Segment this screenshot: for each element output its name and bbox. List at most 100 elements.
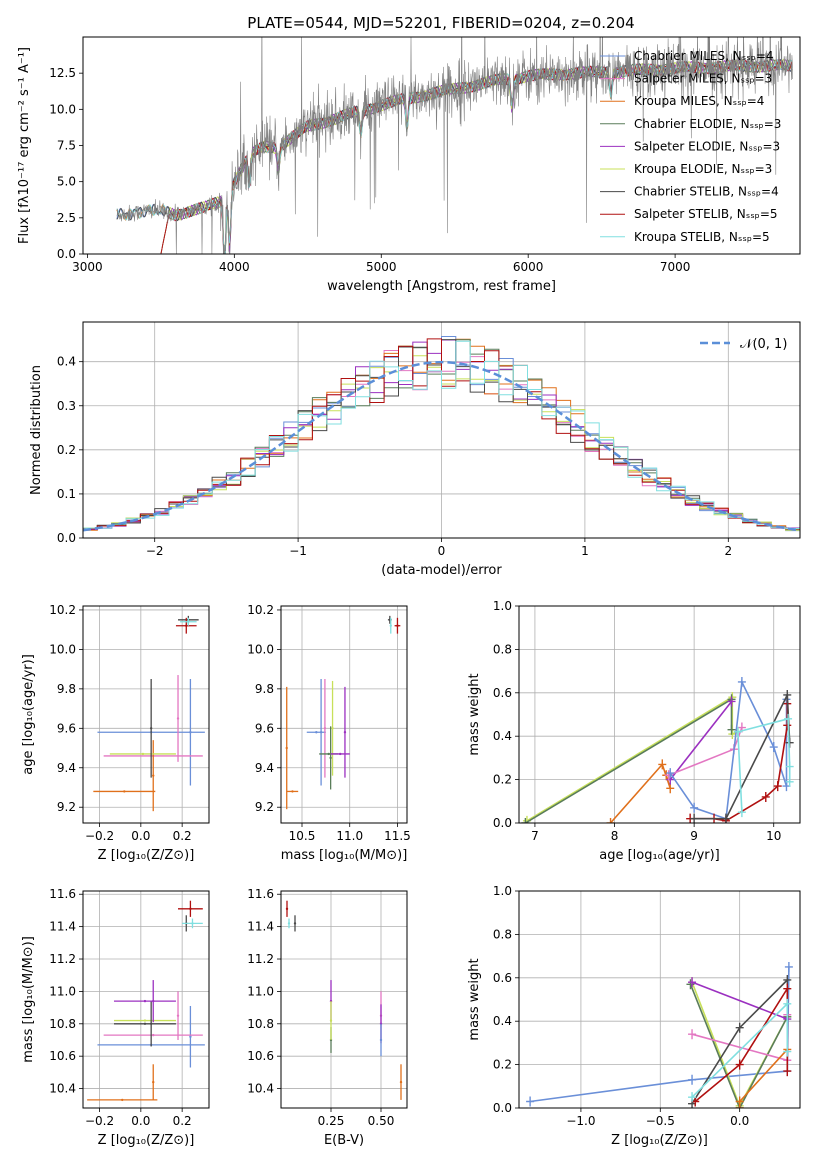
figure-title: PLATE=0544, MJD=52201, FIBERID=0204, z=0… (247, 14, 634, 32)
residuals-xtick-label: 2 (724, 544, 732, 558)
series-line (609, 762, 671, 823)
massweight_vs_age-xtick-label: 7 (531, 829, 539, 843)
spectrum-panel: 3000 4000 5000 6000 7000 0.0 2.5 5.0 7.5 10.0 12.5… (17, 36, 801, 294)
data-point-marker (737, 807, 746, 818)
massweight_vs_Z-ytick-label: 1.0 (493, 884, 512, 898)
data-point (396, 624, 399, 627)
data-point (189, 1035, 192, 1038)
age_vs_mass-panel: 10.5 11.0 11.5 9.2 9.4 9.6 9.8 10.0 10.2 mass [lo… (247, 603, 411, 863)
mass_vs_ebv-xtick-label: 0.25 (318, 1114, 345, 1128)
residuals-xtick-label: −1 (289, 544, 307, 558)
residuals-xlabel: (data-model)/error (381, 563, 502, 578)
age_vs_Z-ytick-label: 9.2 (57, 800, 76, 814)
gaussian-curve (83, 360, 800, 532)
spectrum-legend: Chabrier MILES, Nₛₛₚ=4 Salpeter MILES, Nₛ… (600, 49, 781, 244)
data-point (123, 790, 126, 793)
data-point-marker (761, 791, 770, 802)
data-point (189, 731, 192, 734)
spectrum-xtick-label: 6000 (513, 260, 544, 274)
massweight_vs_Z-ytick-label: 0.4 (493, 1014, 512, 1028)
data-point (329, 1019, 333, 1022)
data-point-marker (735, 1096, 744, 1107)
residuals-plot-area (83, 336, 800, 532)
data-point-marker (733, 726, 742, 737)
mass_vs_Z-ytick-label: 11.0 (49, 984, 76, 998)
age_vs_mass-xtick-label: 11.0 (336, 829, 363, 843)
data-point-marker (773, 781, 782, 792)
massweight_vs_age-panel: 7 8 9 10 0.0 0.2 0.4 0.6 0.8 1.0 age [log₁₀(age/yr… (467, 599, 801, 863)
mass_vs_Z-ytick-label: 11.6 (49, 887, 76, 901)
age_vs_Z-ytick-label: 9.8 (57, 682, 76, 696)
residuals-ylabel: Normed distribution (29, 365, 44, 495)
residuals-ytick-label: 0.3 (57, 399, 76, 413)
legend-label: Salpeter MILES, Nₛₛₚ=3 (634, 72, 772, 86)
data-point-marker (728, 692, 737, 703)
spectrum-xtick-label: 7000 (660, 260, 691, 274)
data-point (143, 1022, 147, 1025)
residuals-ytick-label: 0.2 (57, 443, 76, 457)
spectrum-ytick-label: 2.5 (57, 211, 76, 225)
age_vs_Z-frame (82, 605, 210, 824)
legend-label: Chabrier MILES, Nₛₛₚ=4 (634, 49, 774, 63)
massweight_vs_age-ytick-label: 1.0 (493, 599, 512, 613)
data-point-marker (783, 1066, 792, 1077)
data-point-marker (721, 813, 730, 823)
data-point (143, 999, 147, 1003)
residuals-panel: −2 −1 0 1 2 0.0 0.1 0.2 0.3 0.4 (data-model)/error… (29, 321, 801, 578)
age_vs_mass-frame (280, 605, 408, 824)
spectrum-xtick-label: 3000 (72, 260, 103, 274)
data-point-marker (737, 676, 746, 687)
data-point (185, 624, 188, 627)
mass_vs_Z-ytick-label: 11.4 (49, 920, 76, 934)
data-point (343, 731, 347, 734)
data-point-marker (688, 1074, 697, 1085)
data-point (379, 1038, 383, 1042)
data-point-marker (783, 983, 792, 994)
data-point-marker (686, 979, 695, 990)
data-point-marker (666, 768, 675, 779)
data-point (187, 620, 190, 623)
age_vs_Z-ytick-label: 10.0 (49, 642, 76, 656)
spectrum-ytick-label: 7.5 (57, 139, 76, 153)
series-line (689, 984, 789, 1108)
mass_vs_ebv-plot-area (285, 900, 403, 1100)
mass_vs_Z-plot-area (87, 900, 205, 1102)
age_vs_Z-ytick-label: 10.2 (49, 603, 76, 617)
data-point (143, 1019, 147, 1022)
legend-label: Kroupa STELIB, Nₛₛₚ=5 (634, 230, 770, 244)
legend-label: Salpeter STELIB, Nₛₛₚ=5 (634, 207, 778, 221)
data-point (293, 922, 297, 925)
massweight_vs_age-ytick-label: 0.6 (493, 686, 512, 700)
age_vs_Z-ytick-label: 9.6 (57, 721, 76, 735)
data-point (152, 774, 155, 777)
data-point-marker (728, 729, 737, 740)
mass_vs_ebv-ytick-label: 10.6 (247, 1049, 274, 1063)
residuals-ytick-label: 0.0 (57, 531, 76, 545)
data-point-marker (727, 724, 736, 735)
mass_vs_ebv-ytick-label: 11.2 (247, 952, 274, 966)
series-line (524, 697, 733, 823)
data-point (327, 752, 330, 756)
age_vs_mass-xtick-label: 11.5 (384, 829, 411, 843)
age_vs_Z-xtick-label: 0.0 (131, 829, 150, 843)
massweight_vs_Z-ytick-label: 0.6 (493, 971, 512, 985)
data-point (315, 731, 318, 734)
series-line (738, 1048, 788, 1108)
age_vs_mass-ytick-label: 9.6 (255, 721, 274, 735)
data-point (176, 717, 180, 720)
massweight_vs_age-frame (518, 605, 801, 824)
data-point (285, 746, 288, 750)
series-line (669, 679, 788, 820)
data-point-marker (526, 1096, 535, 1107)
legend-label: Chabrier ELODIE, Nₛₛₚ=3 (634, 117, 781, 131)
massweight_vs_Z-ytick-label: 0.2 (493, 1058, 512, 1072)
data-point-marker (735, 1022, 744, 1033)
age_vs_Z-xlabel: Z [log₁₀(Z/Z⊙)] (98, 848, 195, 863)
mass_vs_Z-xtick-label: −0.2 (85, 1114, 114, 1128)
data-point (191, 922, 194, 925)
age_vs_mass-ytick-label: 10.2 (247, 603, 274, 617)
residuals-ytick-label: 0.4 (57, 355, 76, 369)
spectrum-plot-area (116, 37, 793, 254)
mass_vs_Z-xlabel: Z [log₁₀(Z/Z⊙)] (98, 1133, 195, 1148)
massweight_vs_age-xtick-label: 10 (766, 829, 781, 843)
